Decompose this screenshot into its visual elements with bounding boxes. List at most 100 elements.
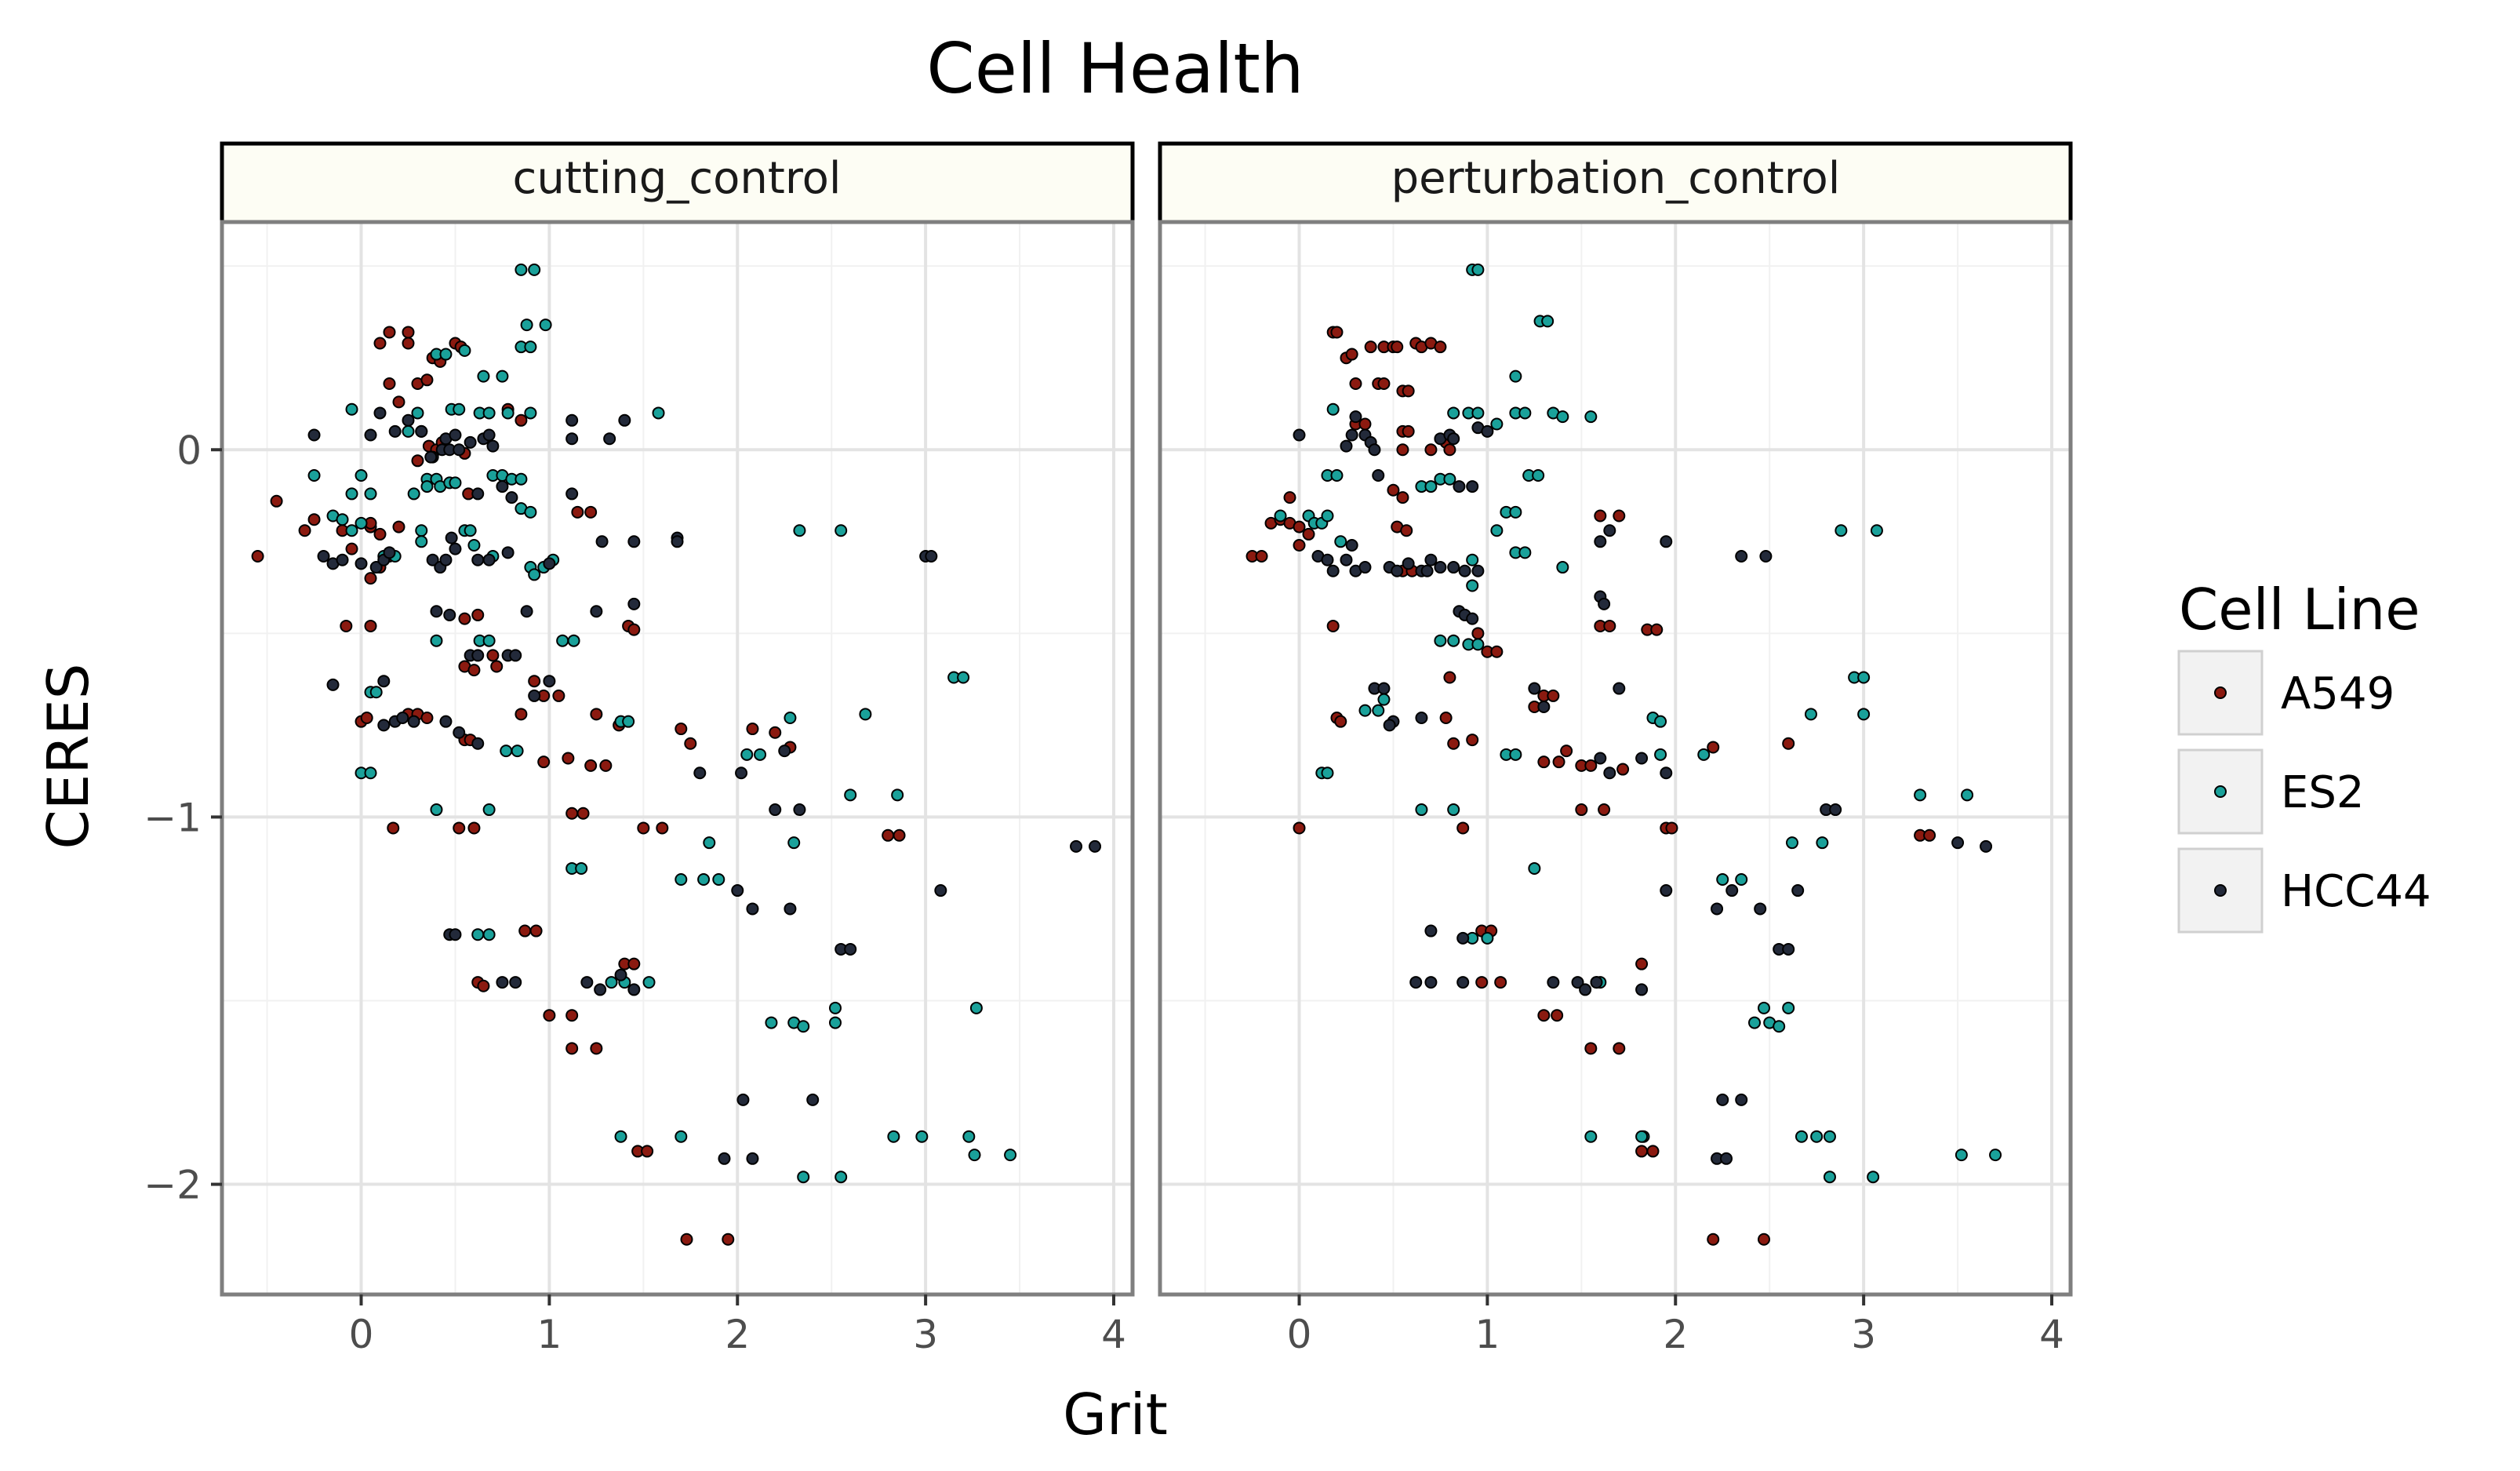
data-point-es2 — [1471, 638, 1485, 651]
data-point-es2 — [642, 976, 656, 989]
data-point-a549 — [1603, 619, 1616, 632]
data-point-es2 — [765, 1016, 778, 1029]
data-point-es2 — [1697, 748, 1711, 761]
data-point-a549 — [746, 723, 759, 736]
data-point-hcc44 — [627, 535, 641, 548]
data-point-hcc44 — [336, 553, 349, 566]
data-point-es2 — [1584, 410, 1598, 424]
data-point-hcc44 — [520, 605, 533, 618]
data-point-hcc44 — [806, 1093, 820, 1106]
data-point-hcc44 — [424, 450, 438, 464]
data-point-hcc44 — [471, 553, 485, 566]
data-point-es2 — [1466, 579, 1479, 592]
x-tick-label: 4 — [2039, 1312, 2064, 1357]
data-point-hcc44 — [1345, 428, 1358, 442]
data-point-a549 — [1466, 734, 1479, 747]
data-point-a549 — [298, 524, 311, 537]
data-point-es2 — [501, 406, 515, 420]
data-point-hcc44 — [1409, 976, 1423, 989]
data-point-a549 — [1345, 348, 1358, 361]
data-point-hcc44 — [603, 432, 616, 446]
data-point-es2 — [797, 1171, 810, 1184]
data-point-hcc44 — [439, 715, 453, 728]
x-tick-label: 1 — [536, 1312, 562, 1357]
data-point-hcc44 — [1720, 1152, 1733, 1165]
data-point-hcc44 — [718, 1152, 731, 1165]
data-point-a549 — [627, 957, 641, 970]
data-point-a549 — [1293, 520, 1306, 533]
data-point-a549 — [1613, 1042, 1626, 1055]
data-point-a549 — [1758, 1233, 1771, 1246]
data-point-a549 — [528, 675, 541, 688]
data-point-es2 — [467, 538, 481, 552]
data-point-es2 — [1823, 1171, 1836, 1184]
data-point-a549 — [1584, 1042, 1598, 1055]
data-point-es2 — [1955, 1149, 1968, 1162]
data-point-es2 — [524, 340, 537, 354]
data-point-a549 — [1594, 509, 1607, 522]
data-point-hcc44 — [415, 424, 428, 438]
x-tick-label: 4 — [1101, 1312, 1126, 1357]
data-point-es2 — [1321, 766, 1334, 780]
data-point-es2 — [962, 1130, 976, 1143]
data-point-a549 — [1400, 524, 1413, 537]
data-point-hcc44 — [449, 928, 462, 941]
data-point-a549 — [402, 337, 415, 350]
data-point-a549 — [1598, 803, 1611, 817]
data-point-es2 — [464, 524, 477, 537]
data-point-es2 — [1532, 469, 1545, 482]
data-point-hcc44 — [925, 550, 938, 563]
data-point-hcc44 — [501, 546, 515, 559]
data-point-a549 — [1782, 737, 1795, 750]
y-tick-label: −2 — [144, 1163, 202, 1208]
data-point-es2 — [556, 634, 569, 647]
data-point-es2 — [1518, 406, 1532, 420]
data-point-a549 — [411, 454, 424, 468]
data-point-hcc44 — [1759, 550, 1773, 563]
data-point-hcc44 — [1420, 564, 1434, 577]
data-point-hcc44 — [426, 553, 439, 566]
data-point-hcc44 — [402, 413, 415, 427]
data-point-hcc44 — [736, 1093, 750, 1106]
data-point-es2 — [1816, 836, 1829, 850]
data-point-a549 — [627, 623, 641, 636]
data-point-hcc44 — [449, 428, 462, 442]
data-point-es2 — [1471, 406, 1485, 420]
data-point-hcc44 — [565, 487, 579, 501]
data-point-a549 — [584, 759, 598, 772]
data-point-a549 — [1551, 1009, 1564, 1022]
data-point-hcc44 — [1716, 1093, 1729, 1106]
data-point-es2 — [415, 524, 428, 537]
data-point-a549 — [565, 807, 579, 820]
data-point-a549 — [543, 1009, 556, 1022]
data-point-hcc44 — [1456, 931, 1470, 945]
data-point-es2 — [345, 524, 358, 537]
data-point-a549 — [1490, 645, 1504, 658]
data-point-a549 — [420, 373, 434, 387]
data-point-hcc44 — [618, 413, 631, 427]
data-point-hcc44 — [449, 542, 462, 555]
data-point-a549 — [518, 924, 532, 938]
data-point-hcc44 — [1598, 597, 1611, 610]
data-point-es2 — [1867, 1171, 1880, 1184]
data-point-hcc44 — [307, 428, 321, 442]
data-point-a549 — [680, 1233, 693, 1246]
data-point-es2 — [1961, 788, 1974, 802]
data-point-a549 — [565, 1009, 579, 1022]
data-point-hcc44 — [1547, 976, 1560, 989]
data-point-es2 — [1334, 535, 1347, 548]
data-point-a549 — [1402, 424, 1415, 438]
data-point-a549 — [576, 807, 590, 820]
data-point-es2 — [1870, 524, 1883, 537]
data-point-hcc44 — [396, 712, 409, 725]
data-point-hcc44 — [1537, 700, 1551, 713]
data-point-a549 — [656, 821, 669, 835]
data-point-hcc44 — [1368, 443, 1381, 457]
data-point-es2 — [835, 524, 848, 537]
data-point-hcc44 — [326, 678, 340, 691]
data-point-a549 — [562, 752, 575, 765]
data-point-a549 — [1923, 828, 1936, 842]
data-point-a549 — [251, 550, 264, 563]
data-point-es2 — [345, 487, 358, 501]
data-point-hcc44 — [580, 976, 594, 989]
